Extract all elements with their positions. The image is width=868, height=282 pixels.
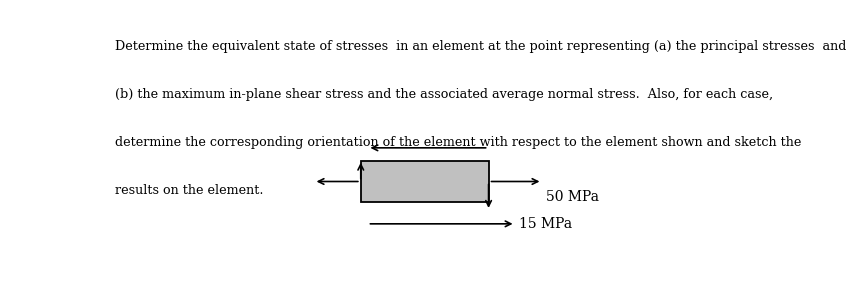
- Text: 15 MPa: 15 MPa: [519, 217, 572, 231]
- Text: 50 MPa: 50 MPa: [546, 190, 599, 204]
- Bar: [361, 161, 489, 202]
- Text: determine the corresponding orientation of the element with respect to the eleme: determine the corresponding orientation …: [115, 136, 802, 149]
- Text: results on the element.: results on the element.: [115, 184, 264, 197]
- Text: Determine the equivalent state of stresses  in an element at the point represent: Determine the equivalent state of stress…: [115, 40, 846, 53]
- Text: (b) the maximum in-plane shear stress and the associated average normal stress. : (b) the maximum in-plane shear stress an…: [115, 88, 773, 101]
